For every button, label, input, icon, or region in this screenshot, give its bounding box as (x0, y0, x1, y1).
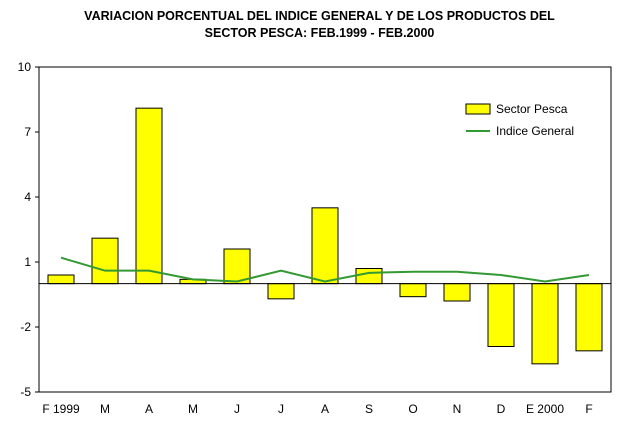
y-tick-label: 10 (18, 60, 32, 74)
bar (399, 283, 427, 298)
x-tick-label: J (278, 402, 284, 416)
x-tick-label: N (453, 402, 462, 416)
bar (47, 274, 75, 285)
chart-title-line-1: VARIACION PORCENTUAL DEL INDICE GENERAL … (84, 9, 555, 23)
bar (135, 107, 163, 285)
bar (311, 207, 339, 285)
bar (91, 237, 119, 285)
chart-title-line-2: SECTOR PESCA: FEB.1999 - FEB.2000 (204, 26, 435, 40)
legend-label-sector-pesca: Sector Pesca (496, 102, 568, 116)
legend-swatch-sector-pesca (465, 103, 491, 115)
x-tick-label: A (145, 402, 153, 416)
y-tick-label: -5 (20, 385, 31, 399)
y-tick-label: 4 (24, 190, 31, 204)
x-tick-label: A (321, 402, 329, 416)
legend-label-indice-general: Indice General (496, 124, 574, 138)
x-tick-label: M (188, 402, 198, 416)
plot-area (38, 66, 612, 393)
x-tick-label: F (585, 402, 592, 416)
x-tick-label: F 1999 (42, 402, 80, 416)
x-tick-label: D (497, 402, 506, 416)
x-tick-label: M (100, 402, 110, 416)
x-tick-label: O (408, 402, 417, 416)
bar (487, 283, 515, 347)
bar (443, 283, 471, 302)
x-tick-label: J (234, 402, 240, 416)
bar (355, 268, 383, 285)
y-tick-label: 1 (24, 255, 31, 269)
x-tick-label: S (365, 402, 373, 416)
bar (267, 283, 295, 300)
y-tick-label: -2 (20, 320, 31, 334)
bar (575, 283, 603, 352)
x-tick-label: E 2000 (526, 402, 564, 416)
bar (531, 283, 559, 365)
line-indice-general (60, 256, 590, 283)
y-tick-label: 7 (24, 125, 31, 139)
